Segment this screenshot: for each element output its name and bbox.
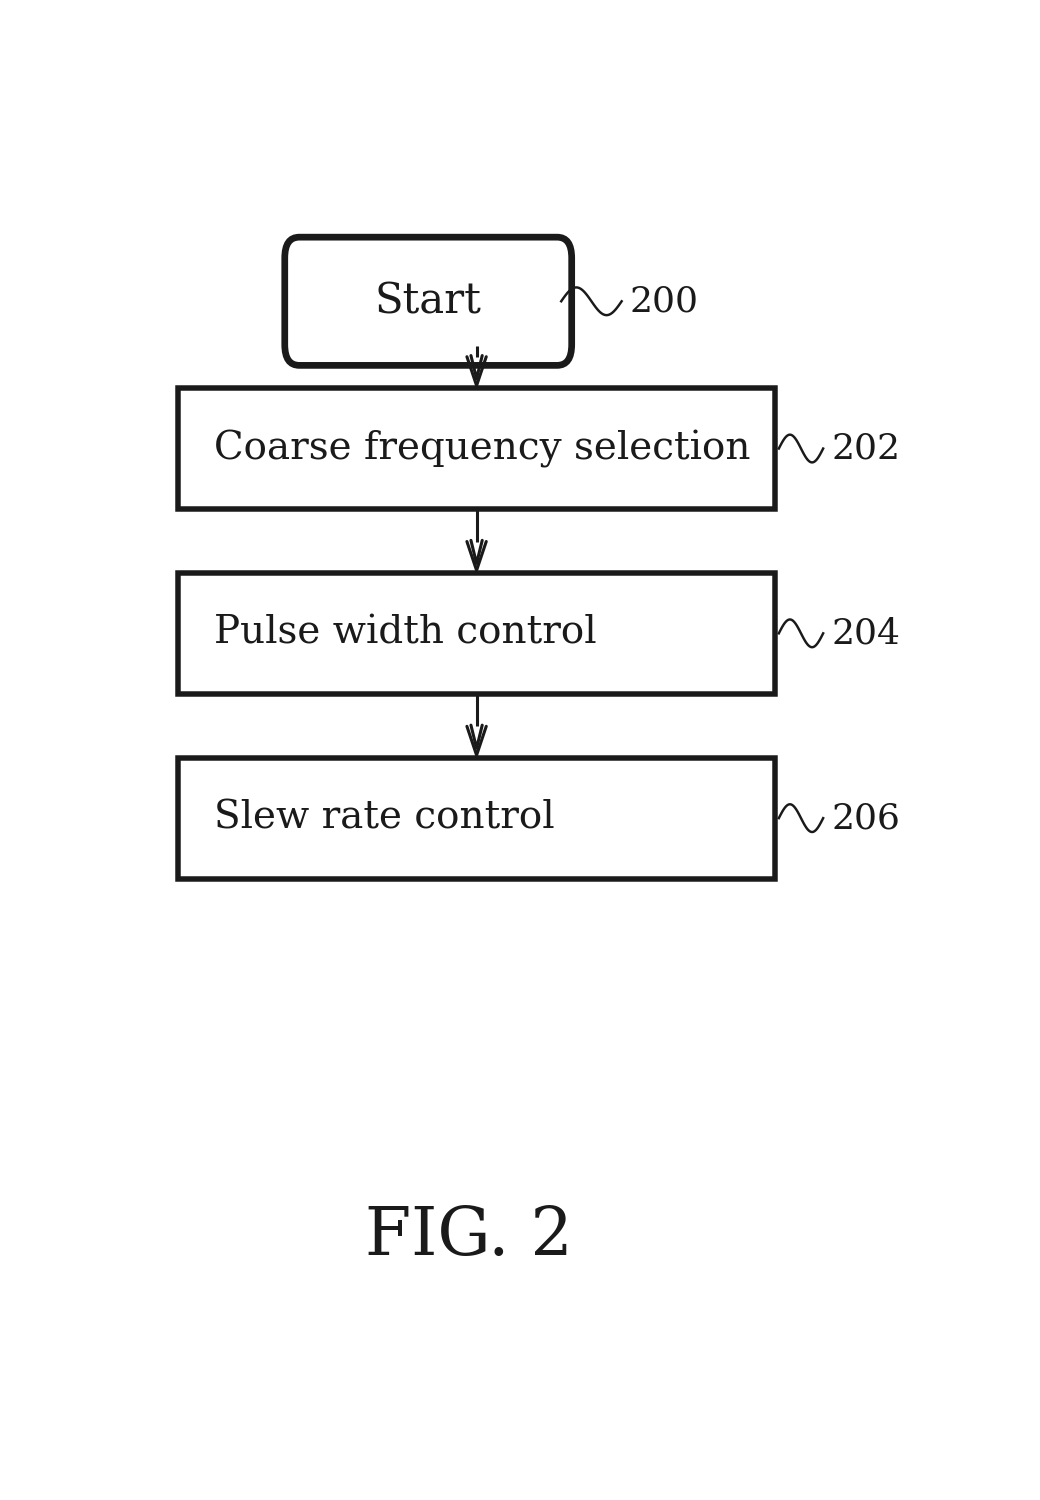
Bar (179, 388, 775, 508)
Text: Start: Start (374, 280, 482, 322)
Text: Slew rate control: Slew rate control (214, 800, 554, 837)
Text: 200: 200 (630, 285, 699, 318)
Bar (179, 573, 775, 694)
Text: FIG. 2: FIG. 2 (365, 1204, 572, 1269)
Text: 204: 204 (831, 616, 901, 651)
Text: Pulse width control: Pulse width control (214, 615, 597, 652)
Bar (179, 758, 775, 879)
Text: Coarse frequency selection: Coarse frequency selection (214, 429, 751, 468)
FancyBboxPatch shape (285, 237, 572, 366)
Text: 206: 206 (831, 801, 900, 836)
Text: 202: 202 (831, 432, 901, 465)
